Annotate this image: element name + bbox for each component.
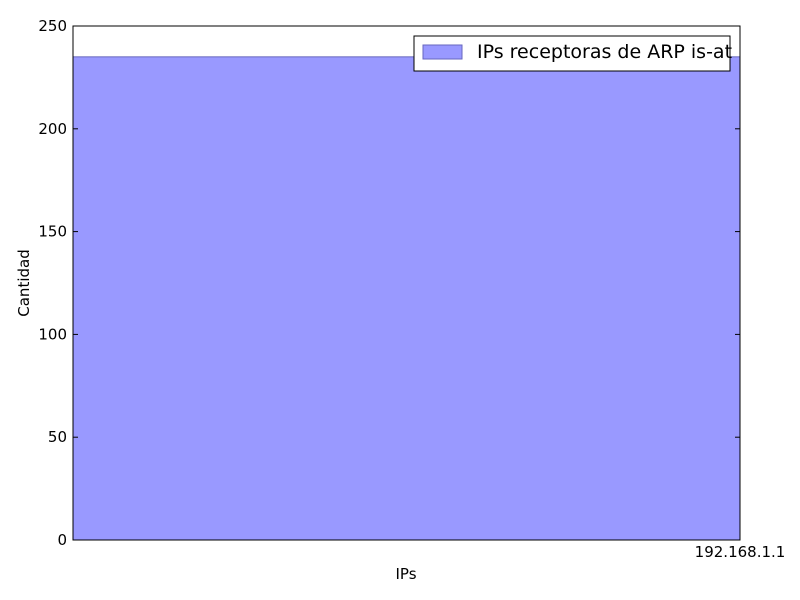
x-axis-title: IPs [395,565,416,583]
y-tick-label: 50 [48,428,67,446]
y-tick-label: 100 [38,325,67,343]
bar-192-168-1-1 [72,56,741,541]
x-tick-label: 192.168.1.1 [695,543,786,561]
legend-box [413,35,731,72]
y-tick-label: 250 [38,17,67,35]
x-axis-ticks: 192.168.1.1 [695,535,786,561]
plot-frame [72,25,741,541]
y-tick-label: 0 [57,531,67,549]
y-axis-title: Cantidad [15,249,33,316]
legend: IPs receptoras de ARP is-at [413,35,732,72]
y-tick-label: 150 [38,223,67,241]
bars-group [72,56,741,541]
plot-area [72,25,741,541]
y-axis-ticks: 0 50 100 150 200 250 [38,17,740,549]
legend-swatch [422,44,463,60]
y-tick-label: 200 [38,120,67,138]
legend-label: IPs receptoras de ARP is-at [477,41,732,63]
